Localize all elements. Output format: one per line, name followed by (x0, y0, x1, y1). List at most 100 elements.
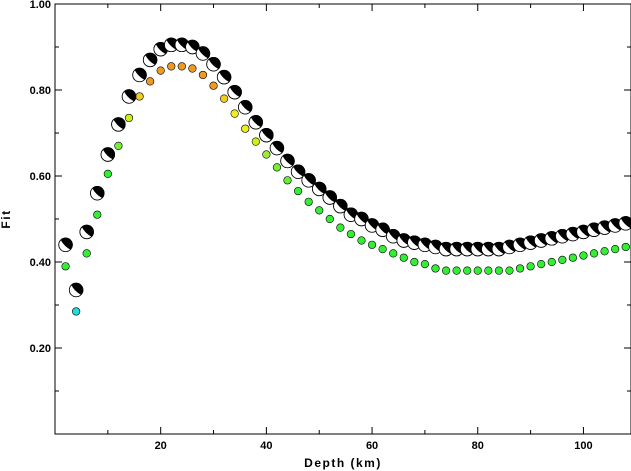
mechanism-outline (111, 117, 126, 132)
focal-mechanism-marker (375, 222, 390, 237)
mechanism-dilatation (79, 227, 92, 239)
focal-mechanism-marker (459, 241, 475, 257)
fit-dot (220, 94, 229, 103)
focal-mechanism-marker (142, 52, 158, 68)
focal-mechanism-marker (407, 235, 422, 250)
mechanism-dilatation (259, 130, 272, 142)
mechanism-outline (248, 115, 264, 130)
fit-dot (484, 266, 493, 275)
focal-mechanism-marker (301, 173, 316, 188)
mechanism-outline (333, 198, 348, 214)
fit-dot (103, 169, 112, 178)
focal-mechanism-marker (428, 239, 443, 255)
mechanism-dilatation (545, 233, 557, 246)
focal-mechanism-marker (523, 235, 538, 250)
focal-mechanism-marker (565, 226, 581, 242)
axis-ticks: 20 40 60 80 100 0.20 0.40 0.60 0.80 1.00 (30, 0, 631, 452)
focal-mechanism-marker (491, 241, 507, 257)
fit-dot (251, 137, 260, 146)
fit-dot (209, 81, 218, 90)
fit-dot (420, 260, 430, 269)
focal-mechanism-marker (618, 216, 631, 231)
fit-dot (452, 266, 461, 275)
mechanism-dilatation (492, 244, 504, 256)
fit-dot (167, 62, 176, 71)
focal-mechanism-marker (100, 147, 116, 162)
fit-dot (579, 251, 588, 260)
fit-dot (621, 242, 630, 252)
mechanism-dilatation (407, 237, 420, 250)
mechanism-outline (301, 173, 316, 188)
mechanism-dilatation (396, 235, 409, 248)
x-axis-title: Depth (km) (304, 456, 382, 470)
focal-mechanism-marker (544, 231, 559, 246)
fit-dot (537, 260, 546, 269)
mechanism-dilatation (481, 244, 494, 256)
focal-mechanism-marker (269, 140, 285, 156)
fit-dot (188, 64, 197, 73)
mechanism-dilatation (58, 239, 71, 252)
fit-dot (325, 214, 334, 224)
mechanism-outline (238, 99, 253, 115)
focal-mechanism-marker (502, 239, 517, 255)
mechanism-dilatation (386, 231, 399, 243)
mechanism-outline (206, 56, 221, 72)
mechanism-outline (354, 211, 369, 227)
fit-dot (315, 206, 324, 215)
fit-dot (336, 223, 345, 232)
focal-mechanism-marker (90, 185, 105, 201)
mechanism-dilatation (217, 72, 229, 84)
focal-mechanism-marker (259, 127, 274, 143)
mechanism-outline (618, 216, 631, 231)
mechanism-outline (132, 67, 147, 83)
focal-mechanism-marker (280, 153, 295, 169)
fit-dot (93, 210, 102, 219)
mechanism-dilatation (566, 229, 578, 241)
mechanism-outline (90, 185, 105, 201)
focal-mechanism-marker (312, 181, 327, 197)
mechanism-outline (259, 127, 274, 143)
focal-mechanism-marker (597, 220, 612, 235)
fit-dot (515, 264, 525, 273)
focal-mechanism-marker (607, 218, 623, 233)
focal-mechanism-marker (79, 224, 94, 240)
fit-dot (600, 247, 609, 256)
fit-dot (82, 249, 91, 258)
fit-dot (505, 266, 514, 275)
fit-dot (558, 255, 567, 264)
mechanism-dilatation (576, 227, 589, 239)
mechanism-dilatation (354, 214, 367, 226)
mechanism-outline (58, 237, 73, 253)
mechanism-dilatation (90, 188, 103, 200)
focal-mechanism-marker (185, 39, 200, 55)
fit-dot (72, 307, 81, 316)
focal-mechanism-marker (386, 228, 401, 244)
fit-dot (293, 186, 303, 196)
mechanism-dilatation (344, 209, 356, 222)
mechanism-outline (68, 282, 84, 298)
fit-dot (198, 70, 208, 80)
fit-dot (272, 163, 282, 172)
mechanism-dilatation (375, 224, 388, 237)
fit-dot (568, 253, 577, 262)
mechanism-outline (312, 181, 327, 197)
x-tick-label: 20 (155, 440, 167, 452)
mechanism-dilatation (122, 91, 134, 104)
fit-dot (114, 141, 123, 150)
mechanism-dilatation (460, 244, 472, 256)
focal-mechanism-marker (153, 41, 168, 57)
mechanism-dilatation (69, 285, 81, 297)
fit-dot (230, 109, 239, 118)
focal-mechanism-marker (174, 37, 190, 53)
fit-dot (262, 150, 271, 159)
mechanism-outline (100, 147, 116, 162)
focal-mechanism-marker (322, 190, 337, 205)
mechanism-dilatation (587, 224, 599, 237)
mechanism-dilatation (227, 87, 240, 99)
y-tick-label: 0.80 (30, 85, 51, 97)
fit-dot (283, 176, 292, 185)
focal-mechanism-marker (449, 241, 464, 257)
focal-mechanism-marker (216, 69, 232, 85)
mechanism-dilatation (418, 239, 430, 252)
focal-mechanism-marker (58, 237, 73, 253)
